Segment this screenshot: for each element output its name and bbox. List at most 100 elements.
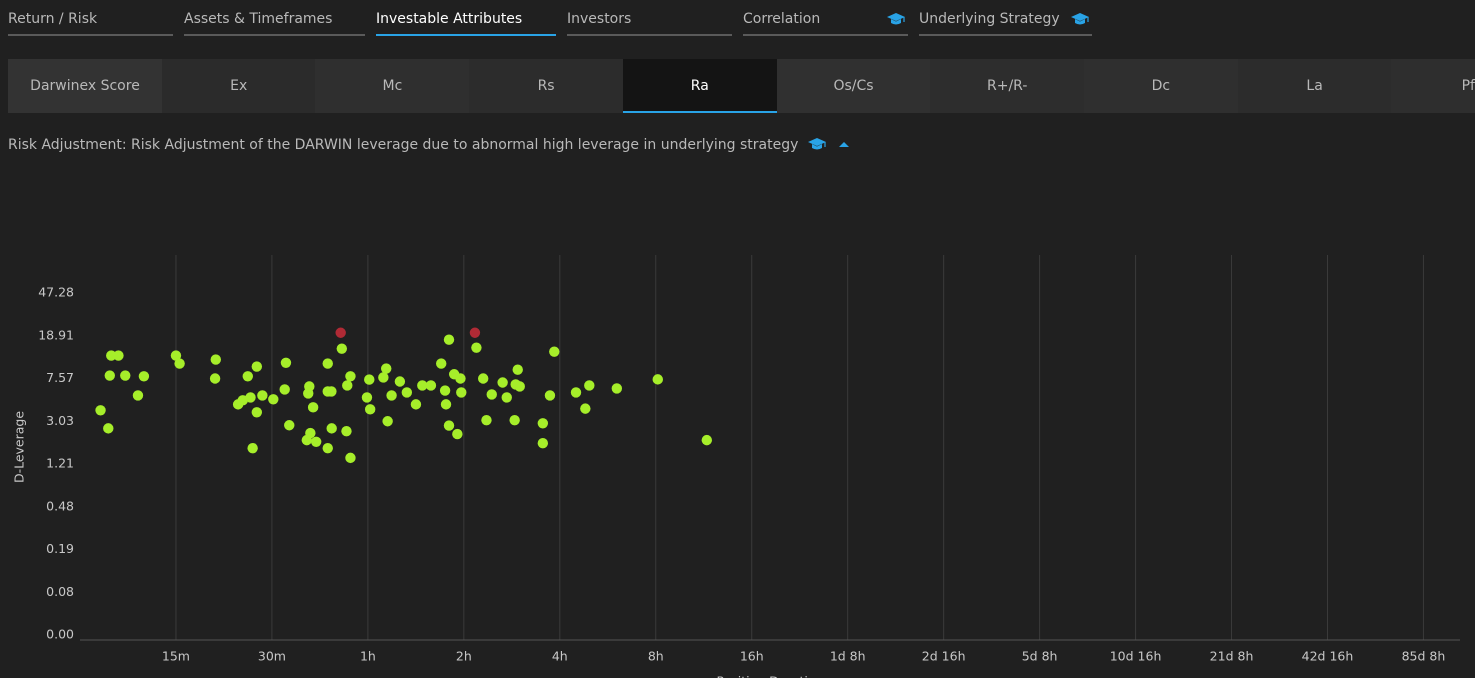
nav-tab-label: Return / Risk bbox=[8, 11, 98, 27]
data-point bbox=[242, 371, 253, 382]
data-point bbox=[326, 386, 337, 397]
sub-tab[interactable]: Pf bbox=[1391, 59, 1475, 113]
data-point bbox=[471, 342, 482, 353]
data-point bbox=[322, 442, 333, 454]
x-tick-label: 8h bbox=[648, 649, 664, 664]
data-point bbox=[443, 420, 455, 431]
data-point bbox=[307, 402, 319, 413]
data-point bbox=[247, 442, 258, 454]
data-point bbox=[455, 373, 466, 384]
data-point bbox=[138, 371, 150, 382]
data-point bbox=[251, 361, 263, 372]
data-point bbox=[509, 414, 520, 426]
data-point bbox=[120, 370, 131, 381]
sub-tab[interactable]: R+/R- bbox=[930, 59, 1085, 113]
data-point bbox=[345, 371, 356, 382]
data-point bbox=[477, 373, 489, 384]
x-tick-label: 1d 8h bbox=[830, 649, 866, 664]
x-tick-label: 1h bbox=[360, 649, 376, 664]
help-icon[interactable] bbox=[1070, 12, 1090, 26]
data-point bbox=[305, 427, 316, 439]
sub-tab[interactable]: Darwinex Score bbox=[8, 59, 162, 113]
data-point bbox=[364, 374, 375, 385]
x-tick-label: 2d 16h bbox=[922, 649, 966, 664]
sub-tab[interactable]: Dc bbox=[1083, 59, 1238, 113]
nav-tab-label: Investors bbox=[567, 11, 632, 27]
data-point bbox=[701, 434, 713, 446]
sub-tab[interactable]: La bbox=[1237, 59, 1392, 113]
data-point bbox=[410, 399, 422, 410]
data-point bbox=[652, 374, 663, 385]
y-axis-label: D-Leverage bbox=[12, 411, 27, 483]
data-point bbox=[345, 452, 356, 464]
y-tick-label: 7.57 bbox=[46, 370, 74, 385]
data-point bbox=[303, 388, 314, 399]
data-point bbox=[512, 364, 523, 375]
sub-tab[interactable]: Rs bbox=[469, 59, 624, 113]
data-point bbox=[417, 380, 428, 391]
collapse-toggle[interactable] bbox=[837, 139, 851, 149]
nav-tab[interactable]: Correlation bbox=[743, 8, 908, 36]
nav-tab-label: Correlation bbox=[743, 11, 821, 27]
description-row: Risk Adjustment: Risk Adjustment of the … bbox=[8, 137, 851, 153]
nav-tab[interactable]: Investable Attributes bbox=[376, 8, 556, 36]
data-point bbox=[279, 384, 290, 395]
data-point bbox=[361, 392, 373, 403]
data-point bbox=[132, 390, 144, 401]
nav-tab[interactable]: Return / Risk bbox=[8, 8, 173, 36]
help-icon[interactable] bbox=[807, 137, 827, 151]
data-point bbox=[440, 399, 452, 410]
nav-tab-label: Investable Attributes bbox=[376, 11, 523, 27]
sub-tab[interactable]: Mc bbox=[315, 59, 470, 113]
data-point bbox=[386, 390, 397, 401]
data-point bbox=[469, 327, 481, 338]
data-point bbox=[584, 380, 595, 391]
x-tick-label: 42d 16h bbox=[1302, 649, 1354, 664]
data-point bbox=[280, 357, 292, 368]
x-tick-label: 30m bbox=[258, 649, 286, 664]
data-point bbox=[514, 381, 525, 392]
data-point bbox=[394, 376, 406, 387]
x-tick-label: 2h bbox=[456, 649, 472, 664]
y-tick-label: 3.03 bbox=[46, 413, 74, 428]
nav-tab[interactable]: Investors bbox=[567, 8, 732, 36]
data-point bbox=[456, 387, 467, 398]
sub-tab[interactable]: Ra bbox=[622, 59, 777, 113]
description: Risk Adjustment: Risk Adjustment of the … bbox=[8, 137, 799, 153]
y-tick-label: 0.48 bbox=[46, 498, 74, 513]
sub-tab[interactable]: Os/Cs bbox=[776, 59, 931, 113]
data-point bbox=[284, 420, 295, 431]
x-tick-label: 16h bbox=[740, 649, 764, 664]
data-point bbox=[481, 414, 492, 426]
data-point bbox=[501, 392, 512, 403]
nav-tab[interactable]: Assets & Timeframes bbox=[184, 8, 365, 36]
nav-tab-label: Assets & Timeframes bbox=[184, 11, 333, 27]
nav-tab[interactable]: Underlying Strategy bbox=[919, 8, 1092, 36]
x-tick-label: 21d 8h bbox=[1210, 649, 1254, 664]
data-point bbox=[104, 370, 115, 381]
data-point bbox=[95, 405, 106, 416]
data-point bbox=[342, 380, 353, 391]
y-tick-label: 0.19 bbox=[46, 541, 74, 556]
data-point bbox=[544, 390, 556, 401]
data-point bbox=[245, 392, 256, 403]
data-point bbox=[425, 380, 437, 391]
data-point bbox=[580, 403, 591, 414]
data-point bbox=[170, 350, 182, 361]
data-point bbox=[251, 407, 263, 418]
x-tick-label: 15m bbox=[162, 649, 190, 664]
sub-tab[interactable]: Ex bbox=[161, 59, 316, 113]
nav-tab-label: Underlying Strategy bbox=[919, 11, 1060, 27]
x-tick-label: 5d 8h bbox=[1022, 649, 1058, 664]
data-point bbox=[452, 428, 463, 440]
x-tick-label: 10d 16h bbox=[1110, 649, 1162, 664]
data-point bbox=[401, 387, 413, 398]
chart: D-Leverage Position Duration 15m 30m 1h 2h 4… bbox=[12, 255, 1460, 678]
data-point bbox=[382, 416, 393, 427]
data-point bbox=[210, 354, 221, 365]
data-point bbox=[174, 358, 185, 369]
data-point bbox=[335, 327, 346, 338]
help-icon[interactable] bbox=[886, 12, 906, 26]
x-tick-label: 85d 8h bbox=[1402, 649, 1446, 664]
